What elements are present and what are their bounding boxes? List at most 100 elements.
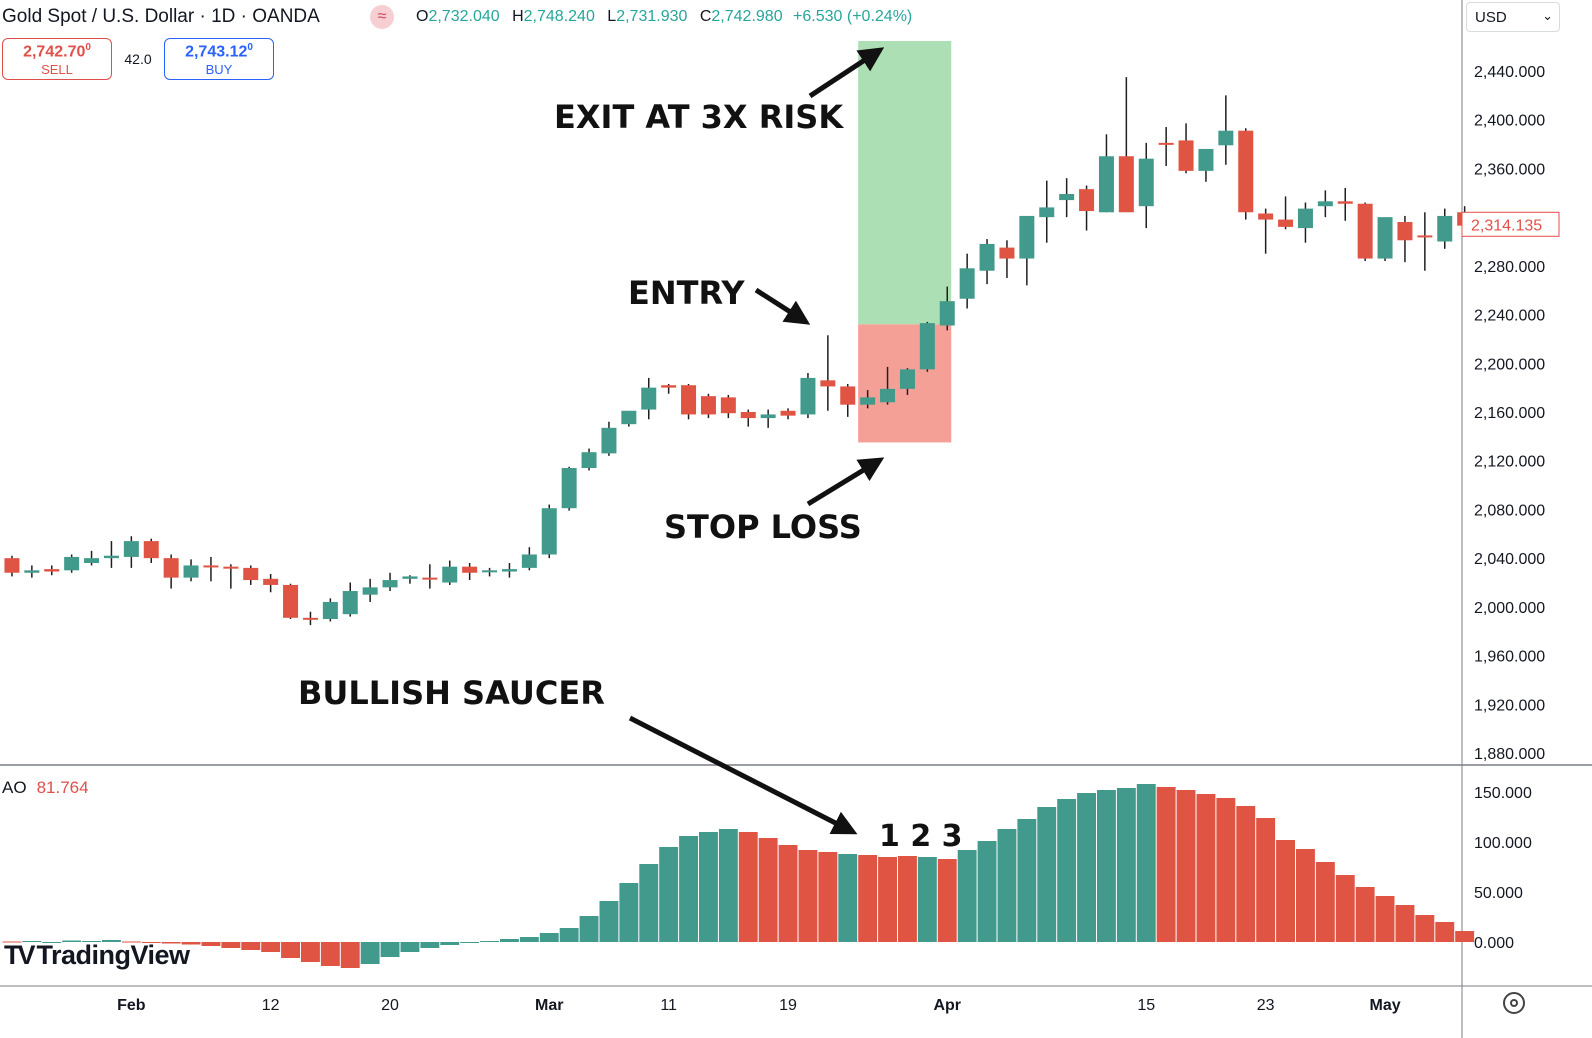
ao-bar — [1415, 915, 1435, 942]
ao-indicator-title[interactable]: AO 81.764 — [2, 778, 89, 798]
price-tick-label: 2,440.000 — [1474, 64, 1545, 81]
candle — [123, 536, 139, 568]
ao-bar — [2, 941, 22, 943]
ao-bar — [161, 942, 181, 944]
currency-value: USD — [1475, 9, 1507, 26]
ao-bar — [619, 883, 639, 942]
price-tick-label: 2,000.000 — [1474, 600, 1545, 617]
candle — [720, 394, 736, 419]
ao-bar — [519, 937, 539, 942]
candle-body — [1178, 140, 1194, 171]
candle-body — [24, 570, 40, 573]
ao-bar — [121, 941, 141, 943]
ao-bar — [241, 942, 261, 950]
candle — [1278, 196, 1294, 230]
price-tick-label: 2,240.000 — [1474, 308, 1545, 325]
tradingview-mark-icon: TV — [4, 940, 35, 970]
candle-body — [1059, 194, 1075, 201]
sell-button[interactable]: 2,742.700 SELL — [2, 38, 112, 80]
ao-bar — [1216, 798, 1236, 942]
candle — [800, 373, 816, 419]
candle-body — [661, 385, 677, 388]
candle-body — [302, 617, 318, 620]
ao-bar — [141, 942, 161, 943]
ao-bar — [957, 850, 977, 942]
sell-price: 2,742.700 — [3, 42, 111, 61]
ao-bar — [1097, 790, 1116, 942]
profit-target-zone — [858, 41, 952, 325]
time-tick-label: 12 — [262, 997, 280, 1014]
stop-loss-arrow — [806, 457, 885, 507]
buy-price-sup: 0 — [247, 42, 253, 53]
exit-arrow — [808, 47, 885, 99]
ao-bar — [977, 841, 997, 942]
candle-body — [860, 397, 876, 405]
candle — [223, 564, 239, 589]
open-value: 2,732.040 — [428, 8, 500, 25]
candle-body — [1039, 207, 1055, 218]
open-label: O — [416, 8, 429, 25]
candle — [939, 286, 955, 331]
candle-body — [183, 565, 199, 578]
time-tick-label: 19 — [779, 997, 797, 1014]
candle — [103, 541, 119, 568]
candle-body — [342, 591, 358, 615]
candle-body — [223, 566, 239, 569]
candle-body — [521, 554, 537, 568]
ao-bar — [1057, 799, 1077, 942]
high-label: H — [512, 8, 524, 25]
candle-body — [442, 566, 458, 583]
ao-bar — [1256, 818, 1276, 942]
candle — [1297, 202, 1313, 243]
candle-body — [143, 541, 159, 559]
price-tick-label: 2,360.000 — [1474, 161, 1545, 178]
time-tick-label: Feb — [117, 997, 146, 1014]
ao-bar — [1435, 922, 1455, 942]
tradingview-logo[interactable]: TV TradingView — [4, 940, 190, 971]
ao-bar — [1335, 875, 1355, 942]
candle — [283, 583, 299, 620]
candle — [1178, 123, 1194, 174]
price-tick-label: 2,160.000 — [1474, 405, 1545, 422]
settings-icon[interactable] — [1503, 992, 1525, 1014]
candle-body — [780, 410, 796, 416]
approx-icon[interactable]: ≈ — [370, 5, 394, 29]
ao-bar — [559, 928, 579, 942]
candle-body — [1278, 219, 1294, 227]
buy-price: 2,743.120 — [165, 42, 273, 61]
candle-body — [1437, 215, 1453, 242]
candle — [621, 410, 637, 427]
symbol-title[interactable]: Gold Spot / U.S. Dollar · 1D · OANDA — [2, 6, 320, 27]
ao-value: 81.764 — [36, 778, 89, 797]
buy-button[interactable]: 2,743.120 BUY — [164, 38, 274, 80]
exit-annotation: EXIT AT 3X RISK — [554, 98, 844, 136]
candle-body — [243, 567, 259, 581]
candle-body — [1417, 235, 1433, 238]
ao-bar — [1455, 931, 1475, 942]
candle-body — [402, 576, 418, 579]
ao-bar — [579, 916, 599, 942]
candle-body — [800, 377, 816, 415]
candle-body — [840, 386, 856, 405]
candle-body — [1218, 130, 1234, 146]
ao-bar — [340, 942, 360, 968]
ao-bar — [718, 829, 738, 942]
candle — [1258, 208, 1274, 254]
ao-bar — [1236, 806, 1256, 942]
candle — [880, 366, 896, 405]
ao-bar — [320, 942, 340, 966]
candle — [422, 564, 438, 589]
candle — [442, 560, 458, 585]
ao-tick-label: 100.000 — [1474, 835, 1532, 852]
candle-body — [1238, 130, 1254, 213]
buy-label: BUY — [205, 62, 233, 78]
currency-select[interactable]: USD ⌄ — [1466, 2, 1560, 32]
ao-bar — [539, 933, 559, 942]
candle — [84, 550, 100, 566]
ao-bar — [898, 856, 917, 942]
ao-bar — [181, 942, 201, 945]
candle — [501, 563, 517, 578]
candle — [641, 377, 657, 420]
time-tick-label: Mar — [535, 997, 563, 1014]
